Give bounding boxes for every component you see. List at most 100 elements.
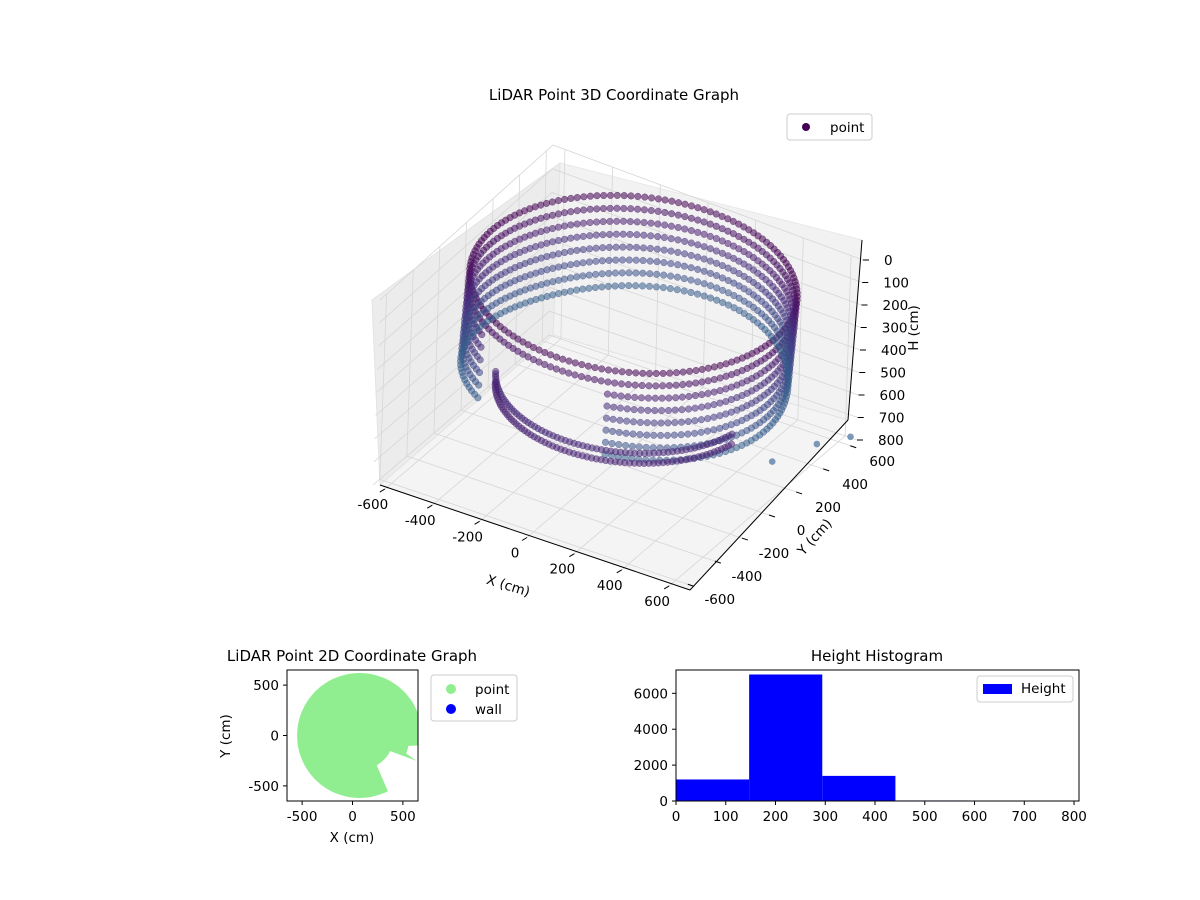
- cloud-point-855: [567, 261, 575, 269]
- cloud-point-895: [580, 206, 588, 214]
- cloud-point-1017: [633, 231, 641, 239]
- cloud-point-84: [636, 431, 644, 439]
- cloud-point-308: [698, 391, 706, 399]
- cloud-point-36: [603, 390, 612, 398]
- ticks-histogram: 0 100 200 300 400 500 600 700 800 0 2000 4000 6000: [634, 686, 1087, 825]
- cloud-point-128: [650, 431, 658, 439]
- cloud-point-11: [565, 369, 573, 377]
- cloud-point-260: [685, 405, 693, 413]
- cloud-point-1091: [660, 271, 668, 279]
- cloud-point-1159: [680, 275, 688, 283]
- cloud-point-1026: [641, 193, 649, 201]
- cloud-point-216: [672, 394, 680, 402]
- cloud-point-1097: [667, 235, 675, 243]
- cloud-point-1189: [694, 278, 702, 286]
- cloud-point-807: [549, 264, 557, 272]
- cloud-point-1023: [632, 269, 640, 277]
- cloud-point-1186: [718, 274, 727, 282]
- cloud-point-1141: [694, 216, 702, 224]
- cloud-point-1117: [666, 285, 674, 293]
- outlier-point-0: [768, 458, 776, 465]
- cloud-point-286: [691, 392, 699, 400]
- grid-z-0: [379, 144, 864, 301]
- cloud-point-32: [604, 366, 613, 374]
- cloud-point-1191: [706, 269, 715, 277]
- x-tick-mark-3d-6: [663, 585, 670, 590]
- cloud-point-58: [616, 416, 624, 424]
- cloud-point-1021: [632, 256, 640, 264]
- cloud-point-801: [542, 199, 551, 207]
- cloud-point-164: [658, 394, 666, 402]
- y-tick-label-hist-0: 0: [659, 794, 668, 810]
- cloud-point-254: [684, 430, 692, 438]
- cloud-point-1145: [673, 286, 681, 294]
- cloud-point-95: [643, 419, 651, 427]
- cloud-point-195: [665, 382, 673, 390]
- ticks-2d: -500 0 500 -500 0 500: [248, 678, 415, 825]
- cloud-point-1005: [626, 230, 634, 238]
- cloud-point-1170: [718, 249, 726, 257]
- cloud-point-1063: [654, 220, 662, 228]
- cloud-point-44: [611, 379, 619, 387]
- cloud-point-56: [617, 392, 625, 400]
- cloud-point-132: [650, 419, 658, 427]
- cloud-point-1165: [706, 232, 714, 240]
- legend-3d-label-point: point: [830, 120, 864, 136]
- cloud-point-941: [599, 218, 607, 226]
- histogram-bar-0: [676, 779, 750, 801]
- cloud-point-266: [685, 380, 693, 388]
- y-tick-mark-3d-2: [741, 537, 749, 541]
- cloud-point-1083: [660, 246, 668, 254]
- cloud-point-1177: [687, 276, 695, 284]
- z-axis-line: [847, 239, 863, 421]
- legend-2d-label-wall: wall: [475, 702, 502, 718]
- cloud-point-1187: [700, 267, 708, 275]
- cloud-point-72: [632, 369, 640, 377]
- y-tick-mark-3d-1: [714, 560, 722, 564]
- cloud-point-17: [578, 361, 586, 369]
- cloud-point-77: [629, 430, 637, 438]
- cloud-point-865: [567, 194, 575, 202]
- cloud-point-1003: [627, 205, 635, 213]
- cloud-point-282: [691, 404, 699, 412]
- cloud-point-1181: [694, 265, 702, 273]
- cloud-point-302: [697, 428, 705, 436]
- cloud-point-813: [548, 224, 557, 233]
- cloud-point-1051: [646, 244, 654, 252]
- cloud-point-1032: [640, 231, 648, 239]
- cloud-point-1190: [713, 272, 721, 280]
- cloud-point-5: [552, 365, 560, 373]
- cloud-point-210: [671, 419, 679, 427]
- cloud-point-21: [584, 362, 592, 370]
- cloud-point-1201: [706, 294, 715, 302]
- y-tick-label-3d-2: -200: [759, 546, 790, 562]
- cloud-point-1061: [654, 207, 662, 215]
- cloud-point-945: [600, 191, 608, 200]
- cloud-point-841: [561, 248, 569, 257]
- cloud-point-234: [678, 418, 686, 426]
- cloud-point-98: [645, 382, 653, 390]
- cloud-point-3: [559, 355, 567, 363]
- cloud-point-1192: [719, 286, 727, 294]
- cloud-point-947: [604, 282, 612, 290]
- cloud-point-1: [553, 353, 561, 361]
- cloud-point-160: [657, 419, 665, 427]
- y-tick-label-2d-1: 0: [270, 729, 279, 745]
- cloud-point-1111: [667, 272, 675, 280]
- cloud-point-1143: [706, 208, 714, 216]
- cloud-point-9: [558, 367, 567, 375]
- cloud-point-900: [585, 271, 593, 279]
- cloud-point-957: [606, 217, 614, 225]
- cloud-point-845: [561, 222, 569, 230]
- cloud-point-28: [598, 365, 606, 373]
- cloud-point-969: [612, 243, 620, 251]
- cloud-point-1089: [668, 210, 676, 218]
- cloud-point-963: [611, 282, 619, 290]
- cloud-point-442: [492, 367, 500, 376]
- cloud-point-304: [697, 416, 705, 424]
- cloud-point-1073: [653, 270, 661, 278]
- cloud-point-1134: [718, 212, 726, 220]
- cloud-point-975: [613, 204, 621, 212]
- cloud-point-797: [543, 226, 551, 234]
